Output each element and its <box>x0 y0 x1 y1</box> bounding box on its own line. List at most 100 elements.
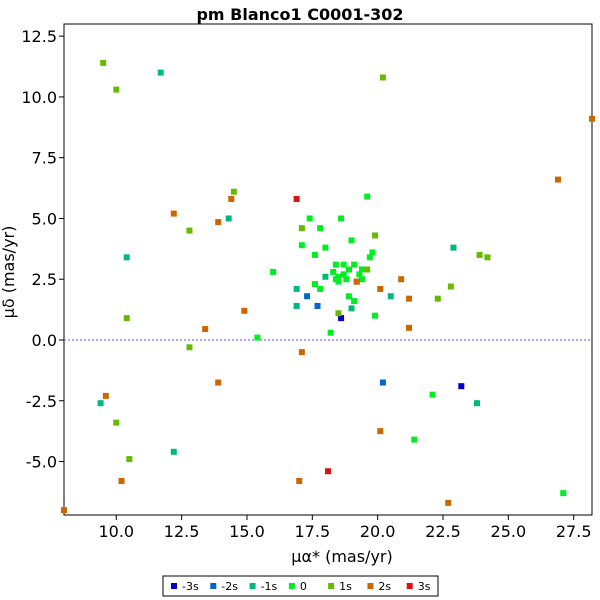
data-point <box>298 225 305 232</box>
data-point <box>298 242 305 249</box>
data-point <box>387 293 394 300</box>
data-point <box>170 448 177 455</box>
data-point <box>353 278 360 285</box>
data-point <box>379 74 386 81</box>
data-point <box>484 254 491 261</box>
data-point <box>296 477 303 484</box>
data-point <box>317 225 324 232</box>
data-point <box>445 499 452 506</box>
x-tick-label: 15.0 <box>229 522 265 541</box>
data-point <box>325 468 331 475</box>
data-point <box>348 237 355 244</box>
data-point <box>476 251 483 258</box>
y-tick-label: 0.0 <box>32 331 57 350</box>
y-tick-label: 12.5 <box>21 27 57 46</box>
y-tick-label: 5.0 <box>32 209 57 228</box>
data-point <box>228 196 235 203</box>
x-axis: 10.0 12.5 15.0 17.5 20.0 22.5 25.0 27.5 <box>98 515 592 541</box>
data-point <box>118 477 125 484</box>
legend-label: 3s <box>418 580 431 593</box>
data-point <box>458 383 465 390</box>
data-point <box>589 115 595 122</box>
y-axis-title: μδ (mas/yr) <box>0 226 18 319</box>
legend-swatch <box>210 583 217 589</box>
data-point <box>306 215 313 222</box>
chart-title: pm Blanco1 C0001-302 <box>196 5 403 24</box>
data-point <box>157 69 164 76</box>
y-tick-label: 10.0 <box>21 88 57 107</box>
data-point <box>293 285 300 292</box>
data-point <box>113 86 120 93</box>
data-point <box>406 295 413 302</box>
data-point <box>379 379 386 386</box>
data-point <box>340 261 347 268</box>
data-point <box>202 326 209 333</box>
data-point <box>377 285 384 292</box>
data-point <box>311 251 318 258</box>
x-tick-label: 17.5 <box>295 522 331 541</box>
data-point <box>364 266 371 273</box>
data-point <box>293 302 300 309</box>
data-point <box>398 276 405 283</box>
x-tick-label: 27.5 <box>556 522 592 541</box>
data-point <box>434 295 441 302</box>
x-axis-title: μα* (mas/yr) <box>291 547 392 566</box>
legend-label: 2s <box>378 580 391 593</box>
data-point <box>340 271 347 278</box>
data-point <box>270 268 277 275</box>
plot-frame <box>63 23 593 516</box>
data-point <box>215 219 222 226</box>
legend-swatch <box>171 583 177 589</box>
data-point <box>406 324 413 331</box>
y-tick-label: 7.5 <box>32 149 57 168</box>
data-point <box>241 307 248 314</box>
series-3 <box>254 193 567 497</box>
data-point <box>97 400 104 407</box>
data-point <box>170 210 177 217</box>
data-point <box>322 273 329 280</box>
data-point <box>126 456 133 463</box>
x-tick-label: 20.0 <box>360 522 396 541</box>
data-point <box>338 315 345 322</box>
data-point <box>113 419 120 426</box>
x-tick-label: 22.5 <box>425 522 461 541</box>
data-point <box>473 400 480 407</box>
legend-swatch <box>328 583 335 589</box>
series-0 <box>338 315 465 390</box>
data-point <box>358 276 365 283</box>
x-tick-label: 10.0 <box>98 522 134 541</box>
legend-swatch <box>406 583 413 589</box>
data-point <box>348 305 355 312</box>
y-axis: -5.0 -2.5 0.0 2.5 5.0 7.5 10.0 12.5 <box>21 27 64 472</box>
data-point <box>186 227 193 234</box>
data-point <box>304 293 311 300</box>
data-point <box>332 261 339 268</box>
legend-label: -3s <box>182 580 199 593</box>
data-point <box>429 391 436 398</box>
x-tick-label: 12.5 <box>164 522 200 541</box>
data-point <box>351 298 358 305</box>
y-tick-label: -2.5 <box>26 392 57 411</box>
legend-label: -1s <box>261 580 278 593</box>
data-point <box>102 392 109 399</box>
data-point <box>447 283 454 290</box>
data-point <box>314 302 321 309</box>
data-point <box>225 215 232 222</box>
legend-swatch <box>367 583 374 589</box>
legend: -3s -2s -1s 0 1s 2s 3s <box>162 575 439 597</box>
data-point <box>186 344 193 351</box>
data-point <box>372 232 379 239</box>
data-point <box>335 310 342 317</box>
data-point <box>411 436 418 443</box>
legend-label: 1s <box>339 580 352 593</box>
data-point <box>311 281 318 288</box>
legend-box <box>162 575 439 597</box>
series-2 <box>97 69 480 455</box>
data-point <box>364 193 371 200</box>
y-tick-label: -5.0 <box>26 453 57 472</box>
legend-swatch <box>288 583 295 589</box>
data-point <box>560 490 567 497</box>
data-point <box>317 285 324 292</box>
data-point <box>327 329 334 336</box>
